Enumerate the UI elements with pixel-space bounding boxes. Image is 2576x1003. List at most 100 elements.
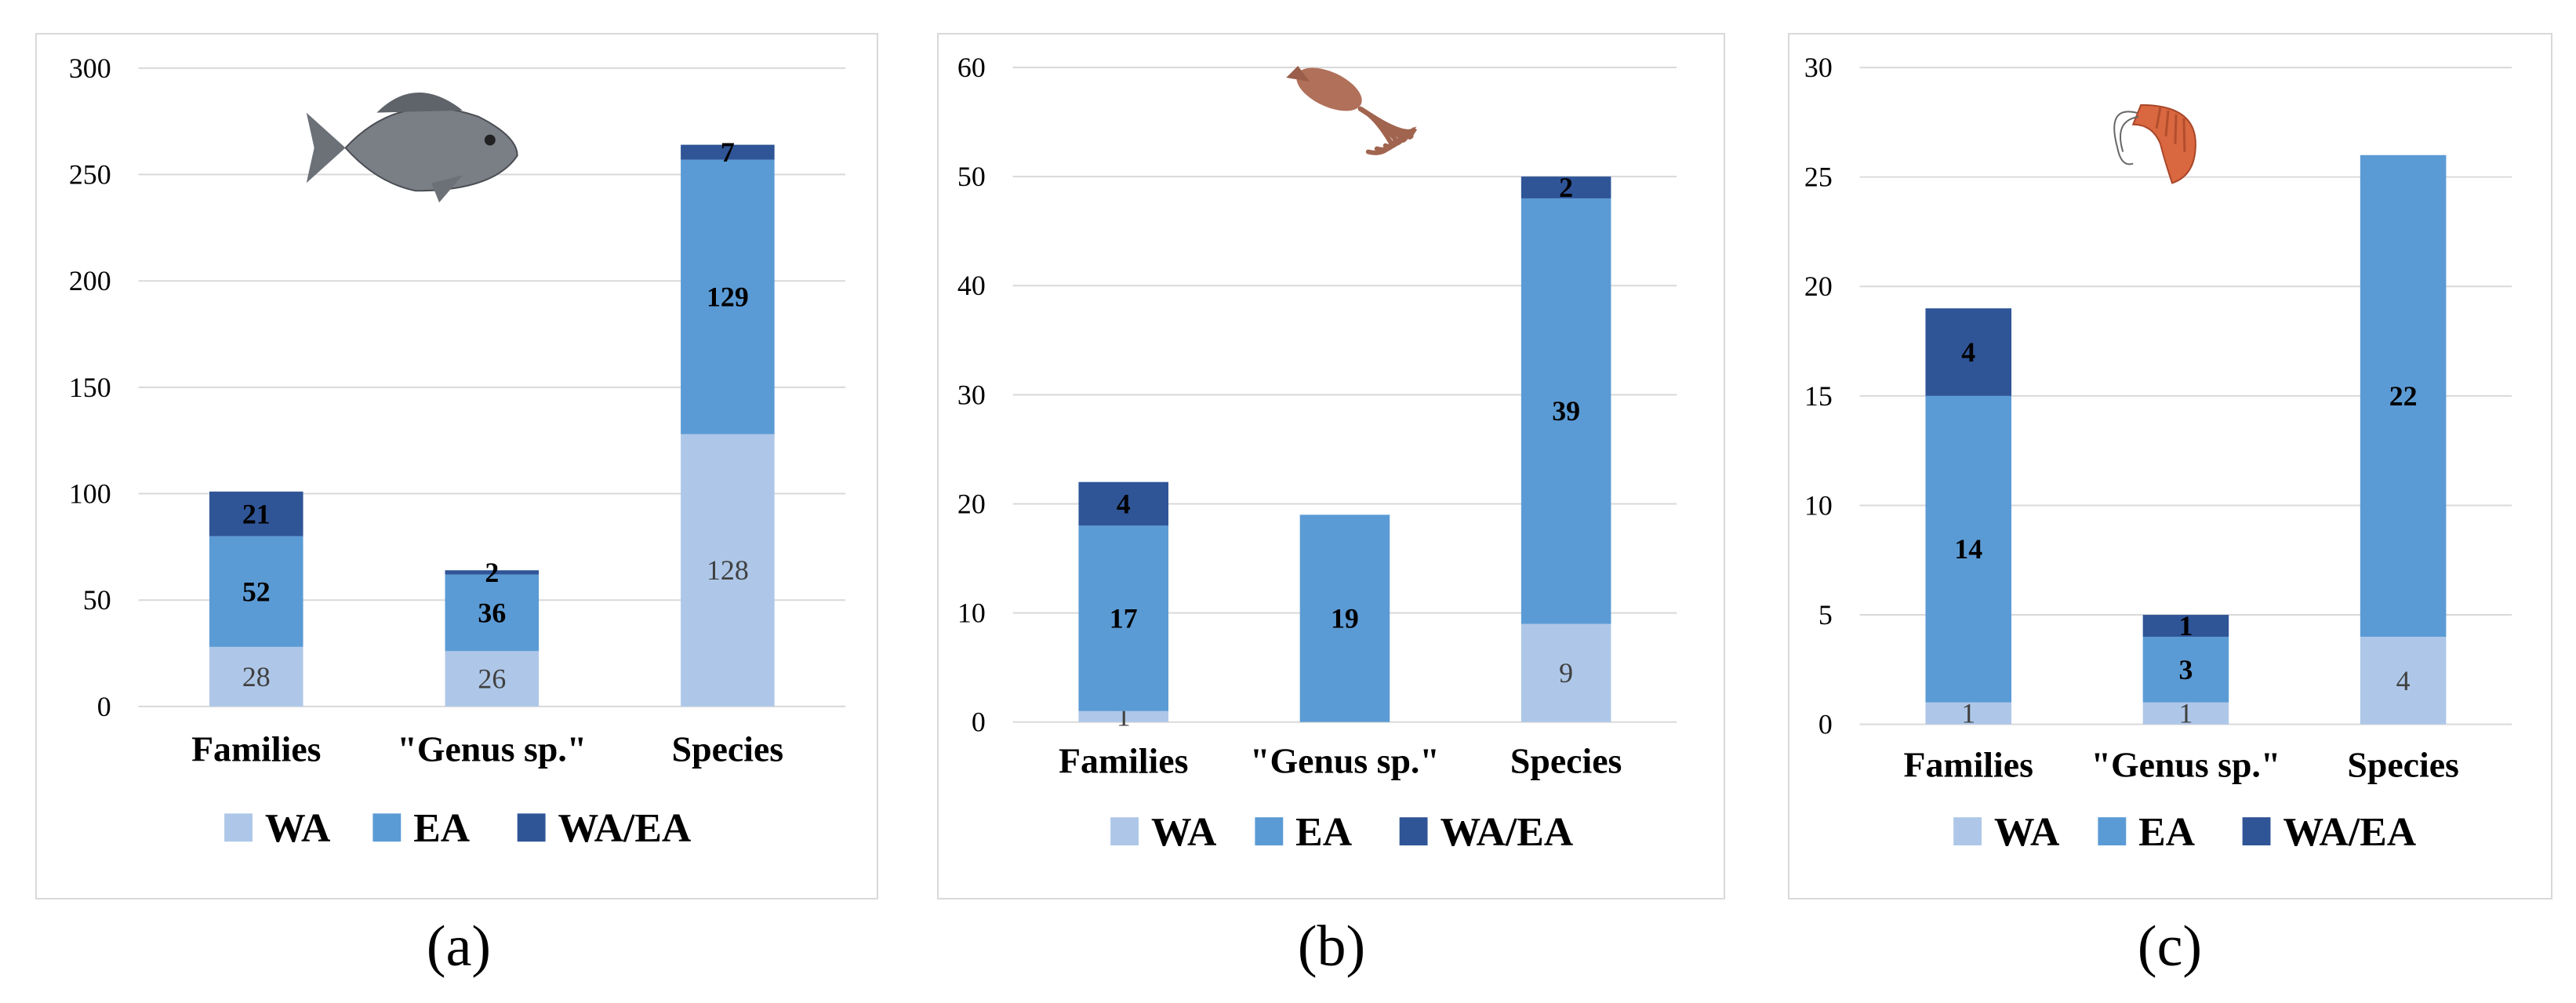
y-tick-label: 20	[957, 488, 986, 519]
data-label: 21	[242, 498, 271, 529]
y-tick-label: 50	[83, 584, 111, 616]
chart-panel-b: 0 10 20 30 40 50 60 1 17 4 Families 19 "Genus sp." 9 3…	[937, 33, 1725, 899]
caption-a: (a)	[426, 914, 492, 979]
chart-a: 0 50 100 150 200 250 300 28 52 21 Families 26 36 2 "Ge…	[69, 53, 846, 851]
bar-segment-wa	[2142, 702, 2229, 725]
data-label: 36	[478, 597, 506, 628]
category-label: "Genus sp."	[397, 729, 587, 769]
bar-segment-wa	[1925, 702, 2012, 725]
category-label: Species	[672, 729, 784, 769]
y-tick-label: 50	[957, 161, 986, 192]
data-label: 3	[2178, 654, 2193, 685]
y-tick-label: 10	[957, 598, 986, 629]
bar-segment-wa	[209, 646, 303, 707]
y-tick-label: 5	[1818, 599, 1833, 631]
legend-label: WA	[265, 806, 331, 851]
category-label: Families	[1059, 740, 1188, 780]
y-tick-label: 100	[69, 478, 111, 509]
category-label: Species	[2347, 744, 2458, 784]
bar-segment-wa-ea	[1925, 308, 2012, 396]
data-label: 2	[1559, 172, 1573, 203]
data-label: 128	[707, 554, 749, 586]
chart-c: 0 5 10 15 20 25 30 1 14 4 Families 1 3 1 "Genus sp." 4 2…	[1804, 52, 2512, 855]
chart-panel-c: 0 5 10 15 20 25 30 1 14 4 Families 1 3 1 "Genus sp." 4 2…	[1788, 33, 2552, 899]
bar-segment-ea	[209, 536, 303, 647]
y-tick-label: 20	[1804, 271, 1833, 302]
data-label: 39	[1552, 395, 1580, 427]
bar-segment-wa-ea	[1078, 482, 1168, 526]
y-tick-label: 0	[97, 691, 111, 722]
data-label: 4	[2396, 665, 2411, 696]
legend-label: WA/EA	[2283, 810, 2416, 855]
legend-label: WA	[1151, 810, 1217, 855]
data-label: 52	[242, 576, 271, 607]
data-label: 22	[2389, 380, 2418, 412]
bar-segment-ea	[1299, 514, 1390, 722]
legend-label: EA	[413, 806, 471, 851]
y-tick-label: 60	[957, 52, 986, 83]
bar-segment-wa-ea	[681, 144, 775, 160]
legend-swatch	[1953, 817, 1982, 846]
bar-segment-ea	[1521, 198, 1611, 624]
bar-segment-ea	[2360, 154, 2447, 637]
y-tick-label: 25	[1804, 162, 1833, 193]
bar-segment-wa	[1521, 623, 1611, 722]
data-label: 14	[1954, 533, 1982, 565]
legend-label: EA	[1295, 810, 1353, 855]
y-tick-label: 250	[69, 159, 111, 191]
fish-icon	[306, 93, 518, 203]
data-label: 26	[478, 663, 506, 695]
bar-segment-ea	[1925, 395, 2012, 703]
bar-segment-wa	[2360, 636, 2447, 725]
y-tick-label: 0	[972, 707, 986, 738]
bar-segment-wa-ea	[209, 491, 303, 536]
data-label: 4	[1961, 336, 1975, 368]
data-label: 9	[1559, 657, 1573, 689]
category-label: "Genus sp."	[2091, 744, 2281, 784]
bar-segment-ea	[2142, 636, 2229, 703]
y-tick-label: 150	[69, 372, 111, 403]
y-tick-label: 0	[1818, 709, 1833, 740]
legend-label: WA/EA	[1440, 810, 1573, 855]
legend-swatch	[1110, 817, 1139, 846]
category-label: "Genus sp."	[1250, 740, 1440, 780]
bar-segment-wa	[681, 434, 775, 707]
legend-label: WA/EA	[558, 806, 692, 851]
legend-swatch	[372, 813, 401, 842]
chart-panel-a: 0 50 100 150 200 250 300 28 52 21 Families 26 36 2 "Ge…	[35, 33, 878, 899]
data-label: 4	[1117, 488, 1131, 519]
category-label: Species	[1510, 740, 1622, 780]
bar-segment-wa-ea	[445, 570, 540, 575]
data-label: 2	[485, 557, 499, 588]
data-label: 1	[2178, 698, 2193, 729]
bar-segment-wa-ea	[1521, 176, 1611, 198]
bar-segment-wa	[1078, 710, 1168, 722]
data-label: 28	[242, 661, 271, 692]
legend-swatch	[2242, 817, 2271, 846]
data-label: 1	[1961, 698, 1975, 729]
bar-segment-ea	[445, 574, 540, 652]
bar-segment-wa	[445, 651, 540, 707]
data-label: 19	[1331, 602, 1359, 634]
caption-b: (b)	[1297, 914, 1366, 979]
legend-swatch	[224, 813, 253, 842]
legend-label: WA	[1994, 810, 2059, 855]
y-tick-label: 30	[957, 379, 986, 410]
y-tick-label: 30	[1804, 52, 1833, 83]
bar-segment-ea	[681, 159, 775, 434]
caption-c: (c)	[2137, 914, 2203, 979]
data-label: 1	[2178, 610, 2193, 641]
data-label: 7	[721, 136, 735, 168]
legend-label: EA	[2138, 810, 2195, 855]
bar-segment-wa-ea	[2142, 615, 2229, 637]
squid-icon	[1286, 66, 1418, 155]
data-label: 17	[1110, 602, 1138, 634]
legend-swatch	[1399, 817, 1428, 846]
data-label: 129	[707, 282, 749, 313]
legend-swatch	[1255, 817, 1284, 846]
y-tick-label: 300	[69, 53, 111, 84]
bar-segment-ea	[1078, 525, 1168, 711]
category-label: Families	[1904, 744, 2033, 784]
y-tick-label: 15	[1804, 380, 1833, 412]
shrimp-icon	[2113, 104, 2196, 184]
